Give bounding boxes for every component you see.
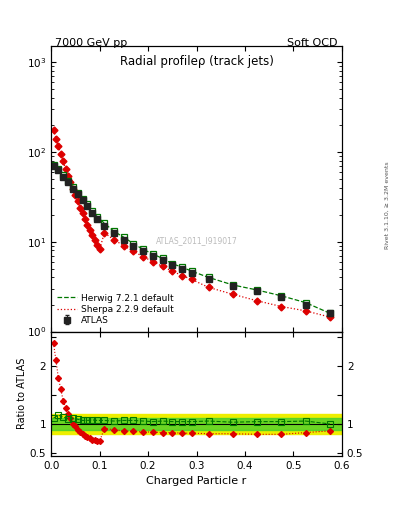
Sherpa 2.2.9 default — [121, 243, 126, 249]
Herwig 7.2.1 default — [71, 183, 75, 189]
Herwig 7.2.1 default — [131, 241, 136, 247]
Sherpa 2.2.9 default — [59, 151, 63, 157]
Herwig 7.2.1 default — [95, 214, 99, 220]
Herwig 7.2.1 default — [255, 287, 259, 293]
Sherpa 2.2.9 default — [102, 230, 107, 236]
Sherpa 2.2.9 default — [141, 253, 145, 260]
Sherpa 2.2.9 default — [95, 242, 99, 248]
Herwig 7.2.1 default — [66, 178, 70, 184]
Herwig 7.2.1 default — [102, 220, 107, 226]
Text: 7000 GeV pp: 7000 GeV pp — [55, 38, 127, 49]
Herwig 7.2.1 default — [206, 274, 211, 281]
Sherpa 2.2.9 default — [206, 284, 211, 290]
Sherpa 2.2.9 default — [61, 158, 66, 164]
Sherpa 2.2.9 default — [97, 246, 102, 252]
Sherpa 2.2.9 default — [80, 209, 85, 216]
Sherpa 2.2.9 default — [160, 263, 165, 269]
Text: ATLAS_2011_I919017: ATLAS_2011_I919017 — [156, 236, 237, 245]
Herwig 7.2.1 default — [327, 310, 332, 316]
Sherpa 2.2.9 default — [78, 204, 83, 210]
Herwig 7.2.1 default — [75, 190, 80, 196]
Sherpa 2.2.9 default — [68, 179, 73, 185]
Sherpa 2.2.9 default — [231, 291, 235, 297]
Sherpa 2.2.9 default — [66, 173, 70, 179]
Herwig 7.2.1 default — [61, 172, 66, 178]
Text: Rivet 3.1.10, ≥ 3.2M events: Rivet 3.1.10, ≥ 3.2M events — [385, 161, 390, 249]
Sherpa 2.2.9 default — [73, 192, 78, 198]
Sherpa 2.2.9 default — [279, 304, 284, 310]
Herwig 7.2.1 default — [189, 268, 194, 274]
Sherpa 2.2.9 default — [90, 231, 95, 238]
Sherpa 2.2.9 default — [151, 259, 155, 265]
Herwig 7.2.1 default — [90, 208, 95, 214]
Sherpa 2.2.9 default — [327, 314, 332, 320]
Herwig 7.2.1 default — [56, 166, 61, 172]
Sherpa 2.2.9 default — [303, 308, 308, 314]
Sherpa 2.2.9 default — [51, 127, 56, 133]
Y-axis label: Ratio to ATLAS: Ratio to ATLAS — [17, 358, 27, 429]
Sherpa 2.2.9 default — [170, 268, 174, 274]
X-axis label: Charged Particle r: Charged Particle r — [146, 476, 247, 486]
Herwig 7.2.1 default — [151, 251, 155, 257]
Sherpa 2.2.9 default — [71, 185, 75, 191]
Herwig 7.2.1 default — [180, 264, 184, 270]
Legend: Herwig 7.2.1 default, Sherpa 2.2.9 default, ATLAS: Herwig 7.2.1 default, Sherpa 2.2.9 defau… — [55, 292, 175, 327]
Text: Radial profileρ (track jets): Radial profileρ (track jets) — [119, 55, 274, 68]
Herwig 7.2.1 default — [51, 162, 56, 168]
Text: Soft QCD: Soft QCD — [288, 38, 338, 49]
Sherpa 2.2.9 default — [75, 199, 80, 205]
Sherpa 2.2.9 default — [180, 272, 184, 279]
Sherpa 2.2.9 default — [88, 227, 92, 233]
Sherpa 2.2.9 default — [189, 276, 194, 283]
Sherpa 2.2.9 default — [53, 136, 58, 142]
Sherpa 2.2.9 default — [92, 237, 97, 243]
Herwig 7.2.1 default — [80, 196, 85, 202]
Herwig 7.2.1 default — [85, 201, 90, 207]
Herwig 7.2.1 default — [141, 246, 145, 252]
Sherpa 2.2.9 default — [85, 222, 90, 228]
Line: Herwig 7.2.1 default: Herwig 7.2.1 default — [53, 165, 330, 313]
Herwig 7.2.1 default — [160, 255, 165, 262]
Line: Sherpa 2.2.9 default: Sherpa 2.2.9 default — [53, 130, 330, 317]
Sherpa 2.2.9 default — [131, 248, 136, 254]
Sherpa 2.2.9 default — [255, 297, 259, 304]
Sherpa 2.2.9 default — [56, 143, 61, 150]
Sherpa 2.2.9 default — [83, 216, 87, 222]
Sherpa 2.2.9 default — [63, 165, 68, 172]
Herwig 7.2.1 default — [112, 228, 116, 234]
Sherpa 2.2.9 default — [112, 237, 116, 243]
Herwig 7.2.1 default — [303, 300, 308, 306]
Herwig 7.2.1 default — [170, 261, 174, 267]
Herwig 7.2.1 default — [231, 282, 235, 288]
Herwig 7.2.1 default — [121, 234, 126, 240]
Herwig 7.2.1 default — [279, 293, 284, 299]
